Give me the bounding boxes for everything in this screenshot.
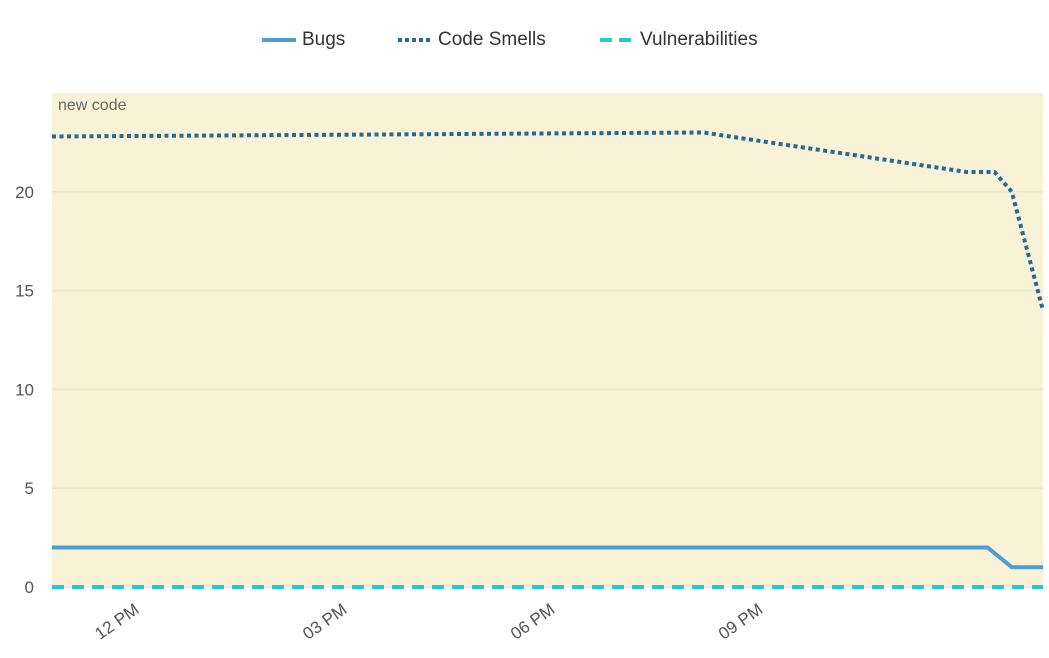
x-tick-label: 06 PM <box>507 600 558 644</box>
legend-item-vulnerabilities[interactable]: Vulnerabilities <box>600 26 758 54</box>
x-axis: 12 PM 03 PM 06 PM 09 PM <box>91 600 766 644</box>
y-tick-label: 5 <box>25 479 34 498</box>
series-line-code-smells[interactable] <box>51 130 1045 311</box>
y-tick-label: 20 <box>15 183 34 202</box>
legend-label-code-smells: Code Smells <box>438 29 546 50</box>
new-code-annotation: new code <box>58 97 127 114</box>
legend-item-bugs[interactable]: Bugs <box>262 26 345 54</box>
y-tick-label: 10 <box>15 380 34 399</box>
legend-label-vulnerabilities: Vulnerabilities <box>640 29 758 50</box>
series-line-bugs[interactable] <box>52 545 1043 570</box>
y-tick-label: 0 <box>25 578 34 597</box>
series-lines <box>51 130 1045 589</box>
legend-swatch-code-smells <box>398 38 432 42</box>
chart-legend: Bugs Code Smells Vulnerabilities <box>0 26 1049 54</box>
legend-item-code-smells[interactable]: Code Smells <box>398 26 546 54</box>
y-axis: 0 5 10 15 20 <box>15 183 34 597</box>
legend-swatch-bugs <box>262 38 296 42</box>
legend-swatch-vulnerabilities <box>600 38 634 42</box>
x-tick-label: 03 PM <box>299 600 350 644</box>
y-tick-label: 15 <box>15 282 34 301</box>
x-tick-label: 12 PM <box>91 600 142 644</box>
x-tick-label: 09 PM <box>715 600 766 644</box>
legend-label-bugs: Bugs <box>302 29 346 50</box>
new-code-period-area <box>52 93 1043 587</box>
